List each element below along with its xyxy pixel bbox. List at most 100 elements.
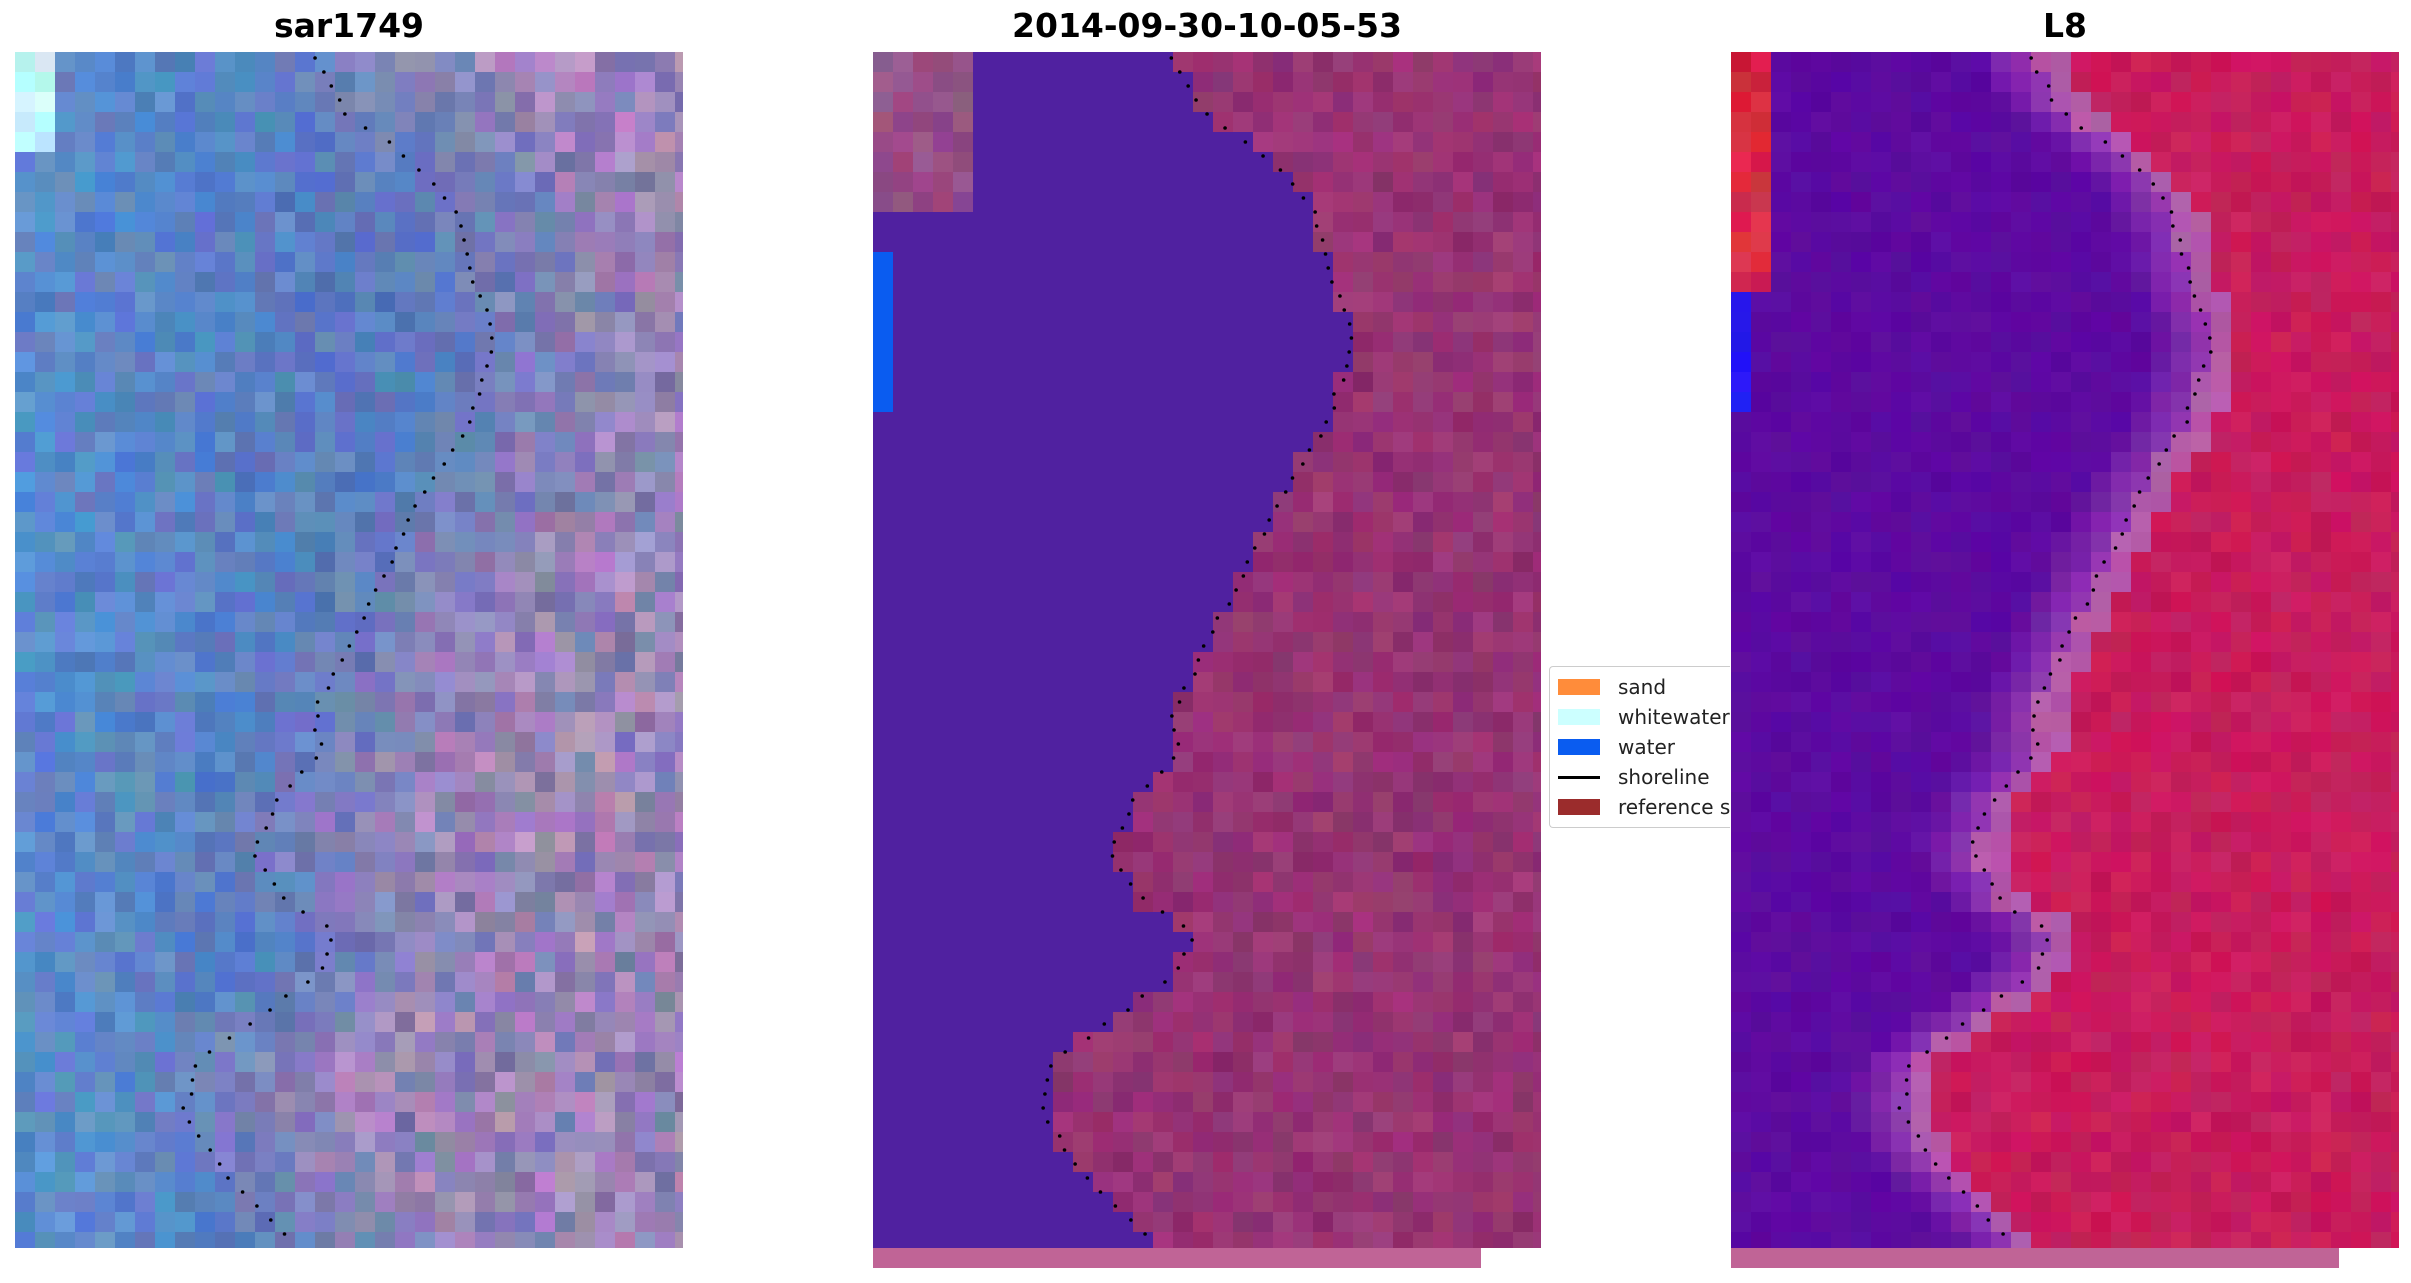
raster-pixel [1971,232,1992,253]
raster-pixel [35,272,56,293]
raster-pixel [1053,52,1074,73]
raster-pixel [2111,52,2132,73]
raster-pixel [1413,672,1434,693]
raster-pixel [1213,672,1234,693]
raster-pixel [635,152,656,173]
raster-pixel [1293,552,1314,573]
raster-pixel [555,1052,576,1073]
raster-pixel [1871,172,1892,193]
raster-pixel [1073,632,1094,653]
raster-pixel [635,1012,656,1033]
raster-pixel [315,512,336,533]
raster-pixel [1013,1212,1034,1233]
raster-pixel [933,952,954,973]
raster-pixel [115,1132,136,1153]
raster-pixel [953,932,974,953]
raster-pixel [235,592,256,613]
shoreline-dot [1319,434,1323,438]
raster-pixel [1493,872,1514,893]
raster-pixel [395,932,416,953]
raster-pixel [913,972,934,993]
raster-pixel [1373,452,1394,473]
raster-pixel [873,1232,894,1248]
raster-pixel [435,1012,456,1033]
raster-pixel [1213,652,1234,673]
raster-pixel [1053,252,1074,273]
raster-pixel [515,532,536,553]
raster-pixel [1293,732,1314,753]
raster-pixel [1891,252,1912,273]
raster-pixel [1253,272,1274,293]
raster-pixel [2111,312,2132,333]
raster-pixel [1233,452,1254,473]
raster-pixel [1033,692,1054,713]
raster-pixel [933,272,954,293]
raster-pixel [535,812,556,833]
raster-pixel [1751,212,1772,233]
shoreline-dot [181,1106,185,1110]
raster-pixel [495,572,516,593]
raster-pixel [255,312,276,333]
raster-pixel [475,152,496,173]
raster-pixel [135,1132,156,1153]
raster-pixel [475,892,496,913]
raster-pixel [1033,352,1054,373]
raster-pixel [415,832,436,853]
raster-pixel [175,1112,196,1133]
raster-pixel [1931,212,1952,233]
raster-pixel [1333,752,1354,773]
raster-pixel [615,1012,636,1033]
raster-pixel [335,652,356,673]
raster-pixel [1253,312,1274,333]
raster-pixel [535,612,556,633]
shoreline-dot [490,336,494,340]
raster-pixel [1333,1092,1354,1113]
raster-pixel [1193,552,1214,573]
raster-pixel [2211,352,2232,373]
raster-pixel [1473,872,1494,893]
raster-pixel [1333,132,1354,153]
raster-pixel [675,572,683,593]
raster-pixel [2371,412,2392,433]
raster-pixel [2311,72,2332,93]
raster-pixel [1533,152,1541,173]
raster-pixel [913,1112,934,1133]
raster-pixel [275,672,296,693]
raster-pixel [635,752,656,773]
raster-pixel [1513,332,1534,353]
raster-pixel [2071,452,2092,473]
raster-pixel [1253,452,1274,473]
raster-pixel [1373,112,1394,133]
raster-pixel [575,192,596,213]
raster-pixel [1731,372,1752,393]
raster-pixel [495,452,516,473]
raster-pixel [255,1052,276,1073]
raster-pixel [913,512,934,533]
raster-pixel [475,412,496,433]
raster-pixel [275,692,296,713]
raster-pixel [1453,692,1474,713]
raster-pixel [1153,1032,1174,1053]
raster-pixel [1533,92,1541,113]
raster-pixel [555,972,576,993]
raster-pixel [1313,1052,1334,1073]
raster-pixel [973,852,994,873]
raster-pixel [1233,192,1254,213]
raster-pixel [1493,912,1514,933]
raster-pixel [1033,1192,1054,1213]
raster-pixel [95,972,116,993]
raster-pixel [555,292,576,313]
raster-pixel [495,312,516,333]
raster-pixel [515,1152,536,1173]
raster-pixel [415,1132,436,1153]
raster-pixel [1033,1212,1054,1233]
raster-pixel [1073,1192,1094,1213]
raster-pixel [933,1212,954,1233]
raster-pixel [1053,152,1074,173]
raster-pixel [255,52,276,73]
raster-pixel [335,832,356,853]
raster-pixel [1113,392,1134,413]
raster-pixel [1233,992,1254,1013]
raster-pixel [2231,52,2252,73]
raster-pixel [435,312,456,333]
